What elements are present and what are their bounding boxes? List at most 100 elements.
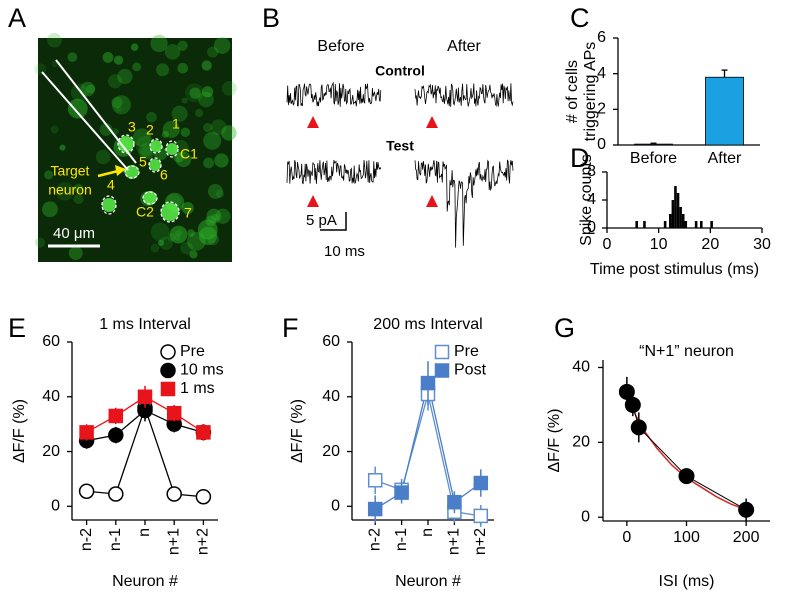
blob bbox=[181, 97, 188, 104]
cell-label: C2 bbox=[136, 204, 154, 220]
legend-marker bbox=[434, 344, 450, 360]
legend-label: Pre bbox=[454, 343, 479, 360]
panel-letter: E bbox=[8, 313, 26, 343]
stim-marker bbox=[426, 116, 438, 128]
blob bbox=[59, 144, 66, 151]
blob bbox=[175, 229, 182, 237]
current-trace bbox=[286, 159, 382, 185]
blob bbox=[162, 120, 180, 139]
cell-body bbox=[150, 140, 162, 152]
traces bbox=[286, 81, 514, 248]
blob bbox=[156, 63, 170, 77]
x-tick-label: n-1 bbox=[393, 528, 410, 551]
x-tick-label: 10 bbox=[650, 236, 668, 253]
cell-body bbox=[125, 165, 139, 179]
marker bbox=[447, 494, 462, 510]
blob bbox=[132, 128, 151, 147]
series-line bbox=[374, 393, 481, 517]
marker bbox=[166, 405, 182, 421]
histogram-bar bbox=[669, 214, 672, 228]
histogram-bar bbox=[694, 221, 698, 228]
histogram-bar bbox=[700, 221, 703, 228]
blob bbox=[107, 74, 123, 89]
cell-label: 2 bbox=[146, 122, 154, 138]
blob bbox=[115, 106, 122, 113]
legend-marker bbox=[434, 363, 450, 378]
point bbox=[630, 419, 647, 436]
blob bbox=[117, 68, 133, 85]
blob bbox=[102, 52, 114, 63]
marker bbox=[473, 475, 489, 491]
cell-body bbox=[102, 198, 116, 212]
scale-label: 5 pA bbox=[306, 212, 337, 229]
histogram-bar bbox=[684, 221, 688, 228]
legend-marker bbox=[160, 381, 176, 397]
stim-marker bbox=[307, 116, 319, 128]
marker bbox=[166, 486, 182, 502]
current-trace bbox=[414, 159, 514, 248]
x-tick-label: 30 bbox=[753, 236, 771, 253]
blob bbox=[207, 234, 219, 246]
y-tick-label: 8 bbox=[587, 163, 596, 180]
y-tick-label: 0 bbox=[581, 508, 590, 525]
x-tick-label: n+2 bbox=[472, 528, 489, 555]
x-axis-label: ISI (ms) bbox=[659, 573, 715, 590]
blob bbox=[215, 189, 225, 199]
marker bbox=[78, 483, 95, 499]
scale-bar bbox=[320, 212, 347, 231]
bar bbox=[705, 76, 744, 146]
y-tick-label: 40 bbox=[572, 359, 590, 376]
cell-outline bbox=[149, 138, 163, 154]
cell-body bbox=[166, 143, 178, 155]
histogram-bar bbox=[663, 221, 667, 228]
cell-label: 3 bbox=[128, 119, 136, 135]
point bbox=[678, 468, 695, 485]
y-axis-label: ΔF/F (%) bbox=[546, 408, 563, 472]
histogram-bar bbox=[671, 200, 675, 228]
histogram-bar bbox=[676, 193, 680, 228]
marker bbox=[195, 488, 212, 505]
blob bbox=[67, 98, 88, 119]
cell-body bbox=[161, 203, 179, 221]
blob bbox=[187, 229, 195, 237]
blob bbox=[205, 215, 217, 227]
chart-title: 200 ms Interval bbox=[373, 316, 482, 333]
target-arrow-head bbox=[115, 165, 126, 176]
blob bbox=[189, 87, 201, 99]
panel-letter: C bbox=[570, 3, 590, 33]
x-tick-label: n bbox=[419, 528, 436, 537]
x-axis-label: Time post stimulus (ms) bbox=[590, 261, 759, 278]
blob bbox=[146, 111, 157, 123]
point bbox=[624, 396, 641, 413]
panel-letter: B bbox=[262, 3, 280, 33]
y-axis-label: ΔF/F (%) bbox=[289, 399, 306, 463]
y-tick-label: 40 bbox=[322, 388, 340, 405]
pipette bbox=[41, 71, 129, 171]
blob bbox=[73, 183, 84, 194]
blob bbox=[180, 241, 193, 255]
blob bbox=[55, 182, 75, 201]
blob bbox=[210, 119, 227, 136]
x-tick-label: Before bbox=[630, 150, 677, 167]
blob bbox=[186, 232, 206, 251]
panel-letter: D bbox=[570, 143, 590, 173]
blob bbox=[99, 123, 113, 137]
x-tick-label: 0 bbox=[603, 236, 612, 253]
blob bbox=[150, 222, 170, 242]
blob bbox=[203, 131, 222, 150]
marker bbox=[367, 501, 383, 517]
chart-title: “N+1” neuron bbox=[639, 343, 734, 360]
blob bbox=[34, 237, 46, 248]
legend-marker bbox=[160, 362, 176, 379]
group-label: Test bbox=[386, 138, 414, 154]
blob bbox=[174, 234, 181, 241]
blob bbox=[135, 135, 156, 156]
blob bbox=[180, 127, 191, 138]
blob bbox=[169, 225, 188, 244]
x-tick-label: n+2 bbox=[195, 528, 212, 555]
blob bbox=[157, 239, 165, 247]
cell-label: 6 bbox=[160, 167, 168, 183]
blob bbox=[201, 60, 212, 71]
histogram-bar bbox=[681, 214, 685, 228]
